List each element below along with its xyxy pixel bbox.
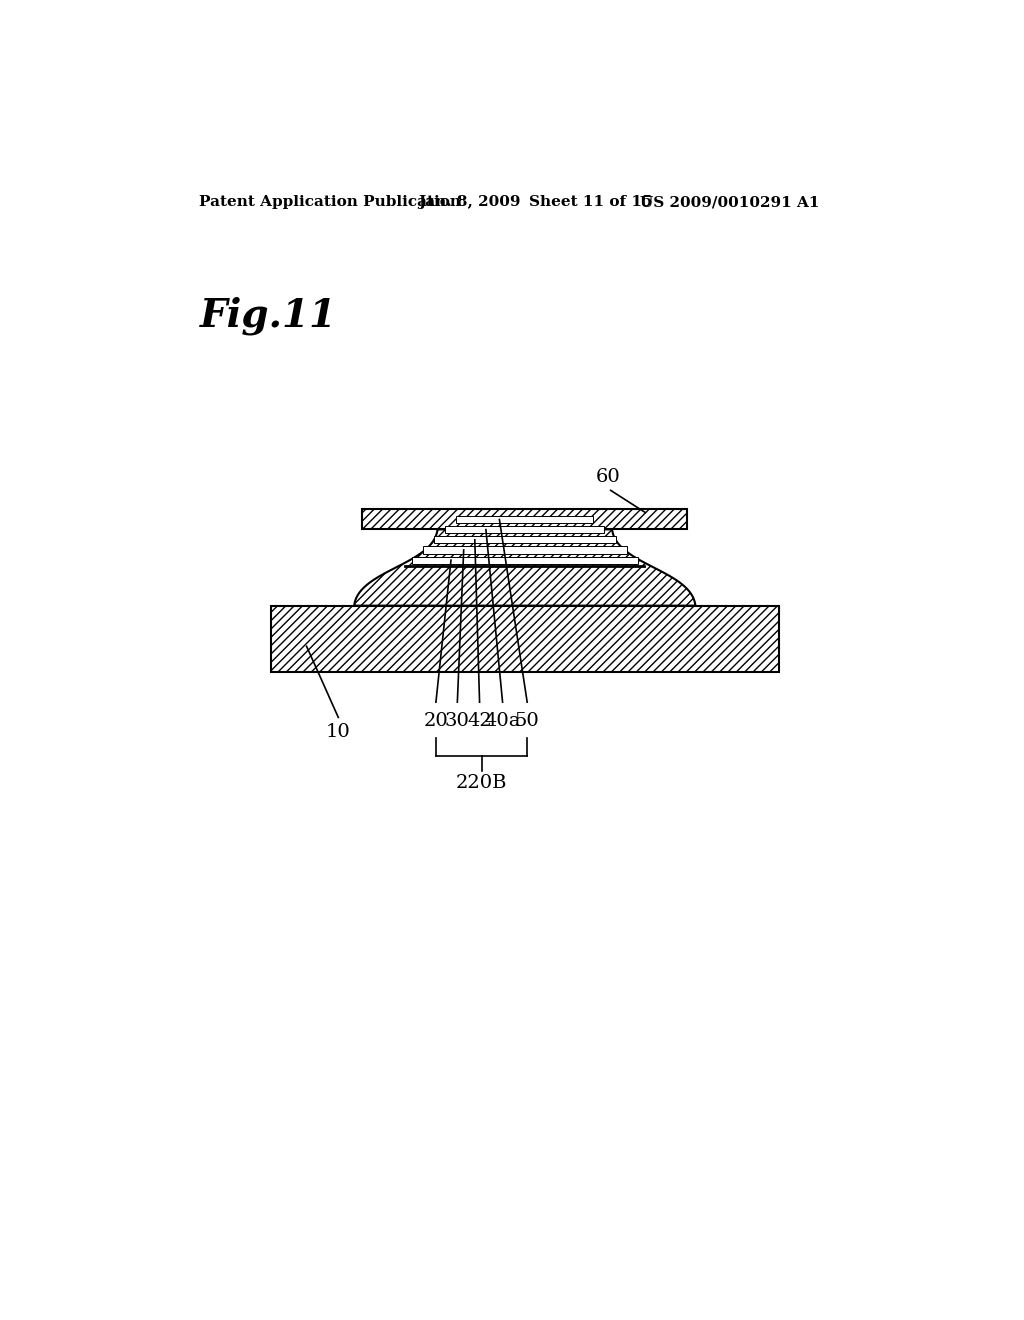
Polygon shape [457, 516, 593, 523]
Text: 42: 42 [467, 713, 492, 730]
Text: Sheet 11 of 15: Sheet 11 of 15 [528, 195, 652, 209]
Polygon shape [434, 536, 615, 544]
Text: Patent Application Publication: Patent Application Publication [200, 195, 462, 209]
Polygon shape [445, 527, 604, 533]
Polygon shape [423, 546, 627, 553]
Text: 10: 10 [326, 722, 350, 741]
Text: 220B: 220B [456, 775, 507, 792]
Text: US 2009/0010291 A1: US 2009/0010291 A1 [640, 195, 819, 209]
Polygon shape [362, 510, 687, 529]
Text: 30: 30 [444, 713, 470, 730]
Polygon shape [270, 606, 778, 672]
Text: 50: 50 [515, 713, 540, 730]
Polygon shape [354, 529, 695, 606]
Text: Fig.11: Fig.11 [200, 297, 337, 335]
Text: 20: 20 [424, 713, 449, 730]
Text: Jan. 8, 2009: Jan. 8, 2009 [418, 195, 520, 209]
Text: 40a: 40a [484, 713, 521, 730]
Polygon shape [412, 557, 638, 564]
Text: 60: 60 [596, 467, 621, 486]
